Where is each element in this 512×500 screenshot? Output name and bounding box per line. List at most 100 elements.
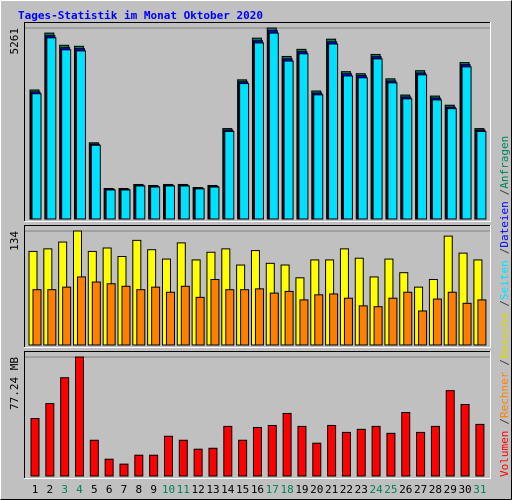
bar: [106, 283, 116, 346]
bar: [358, 305, 368, 346]
bar: [388, 297, 398, 346]
bar: [298, 53, 309, 220]
x-tick-label: 20: [310, 483, 323, 496]
bar: [89, 439, 99, 477]
y-tick-label: 77.24 MB: [8, 357, 21, 410]
bar: [254, 288, 264, 346]
x-tick-label: 16: [251, 483, 264, 496]
x-tick-label: 14: [221, 483, 235, 496]
bar: [194, 188, 205, 220]
bar: [136, 289, 146, 346]
bar: [193, 448, 203, 477]
bar: [386, 432, 396, 477]
legend-separator: /: [498, 359, 511, 366]
bar: [418, 310, 428, 346]
bar: [372, 58, 383, 220]
legend-separator: /: [498, 418, 511, 425]
bar: [341, 431, 351, 477]
bar: [30, 418, 40, 477]
bar: [195, 296, 205, 346]
y-tick-label: 5261: [8, 28, 21, 55]
legend-entry: Rechner: [498, 371, 511, 418]
x-tick-label: 26: [399, 483, 412, 496]
x-tick-label: 30: [458, 483, 471, 496]
bar: [357, 77, 368, 220]
x-tick-label: 17: [266, 483, 279, 496]
bar: [119, 463, 129, 477]
bar: [312, 442, 322, 477]
bar: [210, 278, 220, 346]
legend-entry: Volumen: [498, 431, 511, 477]
bar: [371, 425, 381, 477]
legend-entry: Anfragen: [498, 136, 511, 189]
x-tick-label: 11: [177, 483, 190, 496]
x-tick-label: 10: [162, 483, 175, 496]
x-tick-label: 18: [280, 483, 293, 496]
bar: [342, 75, 353, 220]
bar: [223, 425, 233, 477]
bar: [417, 74, 428, 220]
bar: [150, 186, 161, 220]
bar: [403, 291, 413, 346]
bar: [431, 99, 442, 220]
x-tick-label: 13: [206, 483, 219, 496]
bar: [121, 285, 131, 346]
bar: [61, 49, 72, 220]
bar: [179, 185, 190, 220]
bar: [62, 286, 72, 346]
bar: [268, 32, 279, 220]
x-tick-label: 25: [384, 483, 397, 496]
bar: [402, 98, 413, 220]
legend-separator: /: [498, 189, 511, 196]
chart-title: Tages-Statistik im Monat Oktober 2020: [18, 9, 263, 22]
bar: [373, 306, 383, 346]
bar: [328, 43, 339, 220]
bar: [239, 83, 250, 220]
x-tick-label: 31: [473, 483, 486, 496]
bar: [314, 294, 324, 346]
bar: [416, 431, 426, 477]
bar: [60, 377, 70, 477]
bar: [446, 108, 457, 220]
bar: [151, 286, 161, 346]
legend-entry: Dateien: [498, 201, 511, 247]
bar: [460, 404, 470, 477]
bar: [164, 185, 175, 220]
x-tick-label: 19: [295, 483, 308, 496]
legend-entry: Seiten: [498, 260, 511, 300]
bar: [313, 94, 324, 220]
bar: [178, 439, 188, 477]
x-tick-label: 21: [325, 483, 338, 496]
bar: [447, 291, 457, 346]
x-tick-label: 28: [429, 483, 442, 496]
bar: [283, 60, 294, 220]
x-tick-label: 22: [340, 483, 353, 496]
bar: [282, 412, 292, 477]
bar: [90, 144, 101, 220]
x-tick-label: 12: [192, 483, 205, 496]
bar: [224, 131, 235, 220]
bar: [284, 290, 294, 346]
bar: [476, 131, 487, 220]
bar: [180, 285, 190, 346]
legend-separator: /: [498, 248, 511, 255]
bar: [135, 185, 146, 220]
bar: [75, 50, 86, 220]
bar: [46, 37, 57, 220]
bar: [356, 428, 366, 477]
bar: [104, 458, 114, 477]
bar: [445, 390, 455, 477]
x-tick-label: 7: [121, 483, 128, 496]
x-tick-label: 15: [236, 483, 249, 496]
bar: [343, 297, 353, 346]
bar: [267, 424, 277, 477]
bar: [74, 356, 84, 477]
x-tick-label: 23: [355, 483, 368, 496]
bar: [327, 424, 337, 477]
x-tick-label: 29: [444, 483, 457, 496]
y-tick-label: 134: [8, 231, 21, 251]
bar: [475, 423, 485, 477]
x-tick-label: 24: [369, 483, 383, 496]
x-tick-label: 3: [61, 483, 68, 496]
